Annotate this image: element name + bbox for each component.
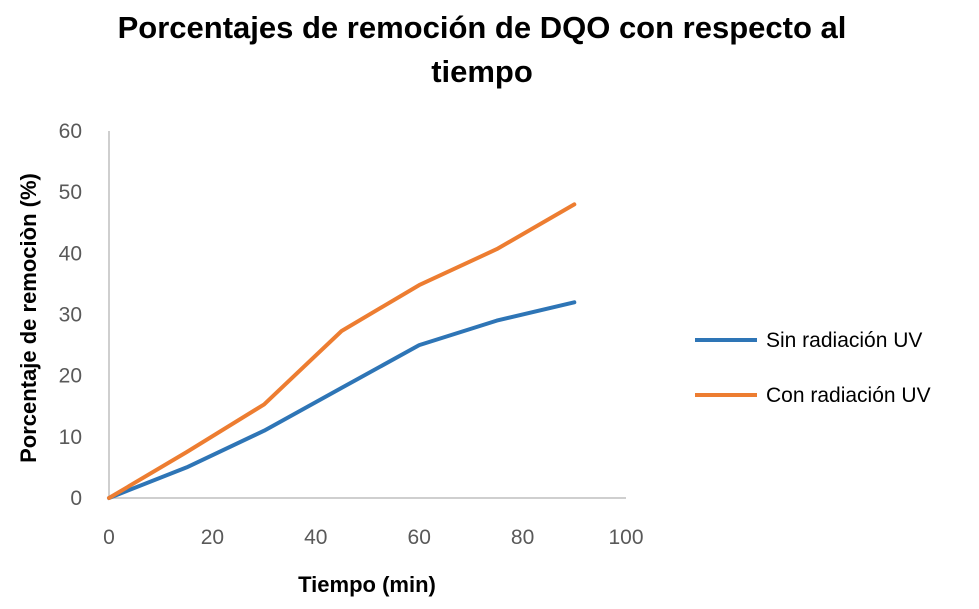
x-axis-title: Tiempo (min) bbox=[298, 572, 436, 597]
y-tick-label: 40 bbox=[59, 242, 82, 265]
series-line-1 bbox=[107, 300, 577, 500]
y-tick-labels: 0 10 20 30 40 50 60 bbox=[59, 120, 82, 510]
y-tick-label: 60 bbox=[59, 120, 82, 143]
y-tick-label: 20 bbox=[59, 365, 82, 388]
x-tick-label: 60 bbox=[408, 526, 431, 549]
y-tick-label: 0 bbox=[70, 487, 82, 510]
legend: Sin radiación UV Con radiación UV bbox=[695, 329, 931, 407]
y-tick-label: 10 bbox=[59, 426, 82, 449]
x-tick-label: 40 bbox=[304, 526, 327, 549]
axes bbox=[108, 131, 626, 499]
x-tick-labels: 0 20 40 60 80 100 bbox=[103, 526, 643, 549]
x-tick-label: 100 bbox=[608, 526, 643, 549]
x-tick-label: 20 bbox=[201, 526, 224, 549]
series-lines bbox=[107, 202, 577, 500]
y-tick-label: 30 bbox=[59, 304, 82, 327]
y-axis-title: Porcentaje de remociòn (%) bbox=[16, 173, 41, 463]
legend-label-2: Con radiación UV bbox=[766, 384, 931, 407]
y-tick-label: 50 bbox=[59, 181, 82, 204]
legend-label-1: Sin radiación UV bbox=[766, 329, 922, 352]
chart-title-line-1: Porcentajes de remoción de DQO con respe… bbox=[118, 10, 847, 45]
series-line-2 bbox=[107, 202, 577, 500]
chart-title-line-2: tiempo bbox=[431, 54, 533, 89]
x-tick-label: 0 bbox=[103, 526, 115, 549]
x-tick-label: 80 bbox=[511, 526, 534, 549]
